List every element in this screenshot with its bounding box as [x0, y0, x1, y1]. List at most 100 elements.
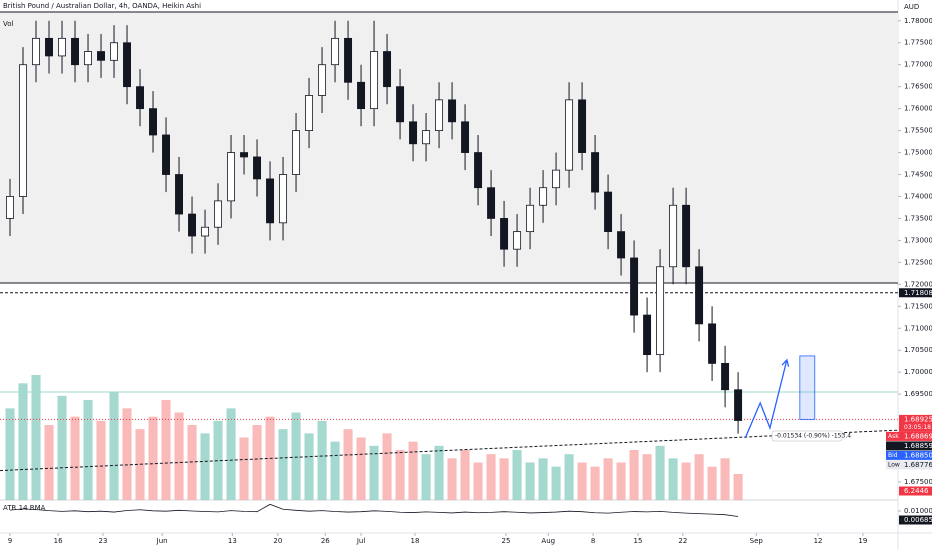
volume-bar — [590, 466, 600, 500]
volume-bar — [291, 412, 301, 500]
volume-bar — [109, 391, 119, 500]
y-tick-label: 1.70500 — [904, 346, 932, 354]
y-tick-label: 1.71000 — [904, 324, 932, 332]
y-tick-label: 1.76000 — [904, 105, 932, 113]
volume-bar — [122, 408, 132, 500]
volume-bar — [616, 462, 626, 500]
x-tick-label: 12 — [814, 537, 823, 545]
x-tick-label: 23 — [99, 537, 108, 545]
y-tick-label: 1.77500 — [904, 39, 932, 47]
candle-body — [669, 204, 678, 268]
last-price-badge: 1.68925 — [904, 415, 932, 423]
volume-bar — [499, 458, 509, 500]
x-tick-label: Jul — [356, 537, 366, 545]
measure-label: -0.01534 (-0.90%) -153.4 — [775, 433, 851, 440]
y-tick-label: 1.74500 — [904, 171, 932, 179]
volume-badge-bg — [899, 486, 932, 496]
x-tick-label: 9 — [8, 537, 12, 545]
candle-body — [383, 51, 392, 88]
candle-body — [279, 174, 288, 224]
volume-bar — [252, 425, 262, 500]
candle-body — [630, 257, 639, 316]
candle-body — [461, 121, 470, 153]
quote-value: 1.68850 — [904, 451, 932, 459]
candle-body — [396, 86, 405, 123]
x-tick-label: Sep — [750, 537, 764, 545]
candle-body — [695, 266, 704, 325]
y-tick-label: 1.73000 — [904, 236, 932, 244]
candle-body — [682, 204, 691, 268]
volume-bar — [525, 462, 535, 500]
y-tick-label: 1.74000 — [904, 192, 932, 200]
candle-body — [344, 37, 353, 83]
x-tick-label: 13 — [228, 537, 237, 545]
candle-body — [643, 314, 652, 356]
candle-body — [539, 187, 548, 206]
y-tick-label: 1.71500 — [904, 302, 932, 310]
volume-badge: 6.2446 — [904, 487, 929, 495]
x-tick-label: 26 — [321, 537, 330, 545]
atr-badge: 0.00685 — [904, 516, 932, 524]
candle-body — [6, 196, 14, 219]
volume-bar — [551, 466, 561, 500]
volume-bar — [18, 383, 28, 500]
quote-name: Bid — [888, 452, 898, 459]
volume-bar — [239, 437, 249, 500]
quote-bg — [886, 431, 932, 441]
candle-body — [136, 86, 144, 110]
atr-badge-bg — [899, 515, 932, 525]
candle-body — [32, 37, 40, 66]
candle-body — [240, 152, 249, 158]
quote-name: Low — [888, 461, 900, 468]
volume-bar — [148, 416, 158, 500]
volume-bar — [447, 458, 457, 500]
volume-bar — [213, 420, 223, 500]
volume-bar — [382, 433, 392, 500]
volume-bar — [83, 400, 93, 500]
quote-name: Ask — [888, 433, 899, 440]
candle-body — [409, 121, 418, 145]
volume-bar — [577, 462, 587, 500]
volume-bar — [473, 462, 483, 500]
candle-body — [71, 37, 79, 66]
y-tick-label: 1.75500 — [904, 127, 932, 135]
volume-bar — [317, 420, 327, 500]
atr-line — [9, 503, 739, 517]
volume-bar — [174, 412, 184, 500]
volume-bar — [655, 445, 665, 500]
volume-bar — [681, 462, 691, 500]
volume-label: Vol — [3, 20, 14, 28]
quote-bg — [886, 450, 932, 460]
volume-bar — [278, 429, 288, 500]
candle-body — [97, 51, 105, 61]
atr-label: ATR 14 RMA — [3, 504, 46, 512]
y-tick-label: 1.73500 — [904, 214, 932, 222]
volume-bar — [5, 408, 15, 500]
x-tick-label: Aug — [541, 537, 555, 545]
candle-body — [110, 42, 118, 61]
volume-bar — [356, 437, 366, 500]
quote-value: 1.68776 — [904, 461, 932, 469]
candle-body — [591, 152, 600, 193]
candle-body — [656, 266, 665, 356]
candle-body — [305, 95, 314, 131]
volume-bar — [200, 433, 210, 500]
volume-bar — [395, 450, 405, 500]
resistance-badge: 1.71808 — [904, 289, 932, 297]
candle-body — [84, 51, 92, 66]
volume-bar — [512, 450, 522, 500]
x-tick-label: 18 — [411, 537, 420, 545]
chart-title: British Pound / Australian Dollar, 4h, O… — [3, 2, 201, 10]
candle-body — [292, 130, 301, 175]
y-tick-label: 1.72500 — [904, 258, 932, 266]
quote-value: 1.68869 — [904, 432, 932, 440]
x-tick-label: 19 — [858, 537, 867, 545]
y-tick-label: 1.70000 — [904, 368, 932, 376]
volume-bar — [57, 395, 67, 500]
countdown: 03:05:18 — [904, 424, 931, 431]
candle-body — [175, 174, 184, 215]
y-tick-label: 1.72000 — [904, 280, 932, 288]
x-tick-label: Jun — [156, 537, 168, 545]
